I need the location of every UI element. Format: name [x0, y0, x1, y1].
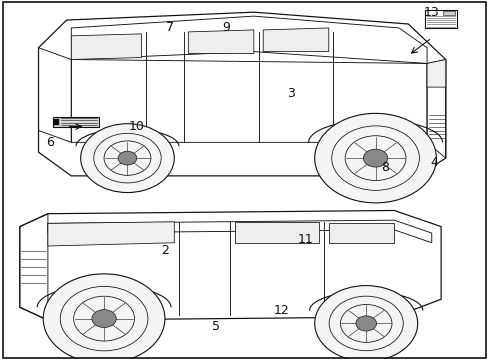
Text: 3: 3	[287, 86, 295, 99]
Circle shape	[92, 310, 116, 328]
Text: 7: 7	[165, 22, 173, 35]
Circle shape	[81, 124, 174, 193]
Polygon shape	[328, 224, 393, 243]
Circle shape	[118, 151, 137, 165]
Polygon shape	[48, 222, 174, 246]
Text: 8: 8	[380, 162, 388, 175]
Text: 2: 2	[161, 244, 168, 257]
FancyBboxPatch shape	[424, 10, 457, 28]
Text: 13: 13	[423, 6, 439, 19]
Polygon shape	[426, 59, 445, 87]
Polygon shape	[39, 12, 445, 176]
FancyBboxPatch shape	[53, 119, 59, 125]
FancyBboxPatch shape	[442, 11, 454, 15]
Circle shape	[314, 285, 417, 360]
Polygon shape	[71, 34, 141, 59]
Polygon shape	[235, 222, 319, 243]
FancyBboxPatch shape	[53, 117, 99, 127]
Text: 12: 12	[273, 304, 289, 317]
Polygon shape	[20, 211, 440, 320]
Polygon shape	[263, 28, 328, 51]
Circle shape	[314, 113, 435, 203]
Polygon shape	[188, 30, 253, 54]
Circle shape	[43, 274, 164, 360]
Circle shape	[355, 316, 376, 331]
Text: 9: 9	[222, 22, 229, 35]
Text: 10: 10	[129, 120, 144, 133]
Text: 11: 11	[297, 233, 313, 246]
Text: 4: 4	[429, 156, 437, 168]
Circle shape	[363, 149, 387, 167]
Text: 6: 6	[46, 136, 54, 149]
Text: 5: 5	[212, 320, 220, 333]
